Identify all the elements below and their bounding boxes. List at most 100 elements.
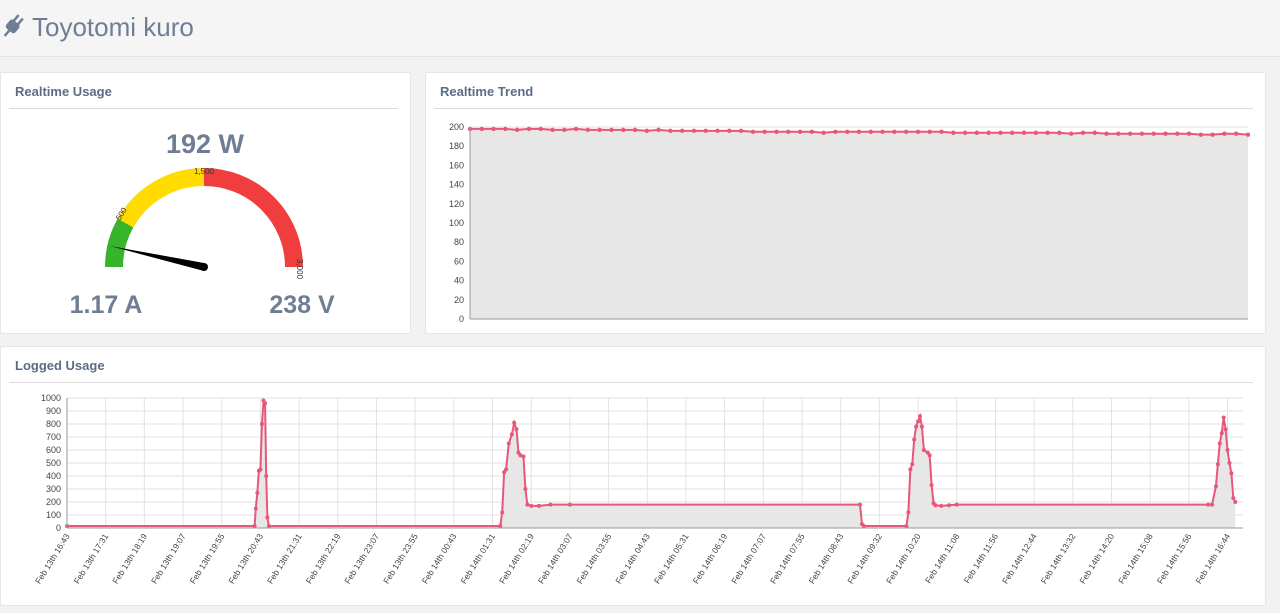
app-title: Toyotomi kuro (32, 12, 194, 42)
data-point (512, 420, 517, 425)
y-tick-label: 20 (454, 295, 464, 305)
data-point (258, 467, 263, 472)
data-point (1010, 130, 1015, 135)
data-point (526, 126, 532, 132)
x-tick-label: Feb 14th 13:32 (1039, 532, 1078, 586)
data-point (679, 128, 685, 134)
x-tick-label: Feb 13th 20:43 (226, 532, 265, 586)
x-tick-label: Feb 14th 07:07 (729, 532, 768, 586)
data-point (585, 127, 591, 133)
realtime-usage-title: Realtime Usage (15, 84, 112, 99)
y-tick-label: 100 (449, 218, 464, 228)
data-point (632, 127, 638, 133)
y-tick-label: 80 (454, 237, 464, 247)
data-point (525, 502, 530, 507)
y-tick-label: 140 (449, 180, 464, 190)
data-point (1033, 130, 1039, 135)
x-tick-label: Feb 14th 07:55 (768, 532, 807, 586)
x-tick-label: Feb 14th 12:44 (1000, 532, 1039, 586)
data-point (500, 510, 505, 515)
data-point (1057, 130, 1062, 135)
y-tick-label: 400 (46, 471, 61, 481)
data-point (1219, 431, 1224, 436)
power-gauge: 192 W 500 1,500 3,000 1.17 A 238 V (70, 129, 335, 319)
x-tick-label: Feb 13th 22:19 (304, 532, 343, 586)
data-point (506, 441, 511, 446)
data-point (933, 503, 938, 508)
data-point (1045, 130, 1050, 135)
data-point (915, 129, 921, 134)
data-point (255, 490, 260, 495)
x-tick-label: Feb 14th 06:19 (691, 532, 730, 586)
gauge-tick-1500: 1,500 (194, 167, 215, 176)
data-point (1225, 448, 1230, 452)
data-point (523, 487, 528, 491)
data-point (903, 129, 909, 134)
x-tick-label: Feb 13th 19:07 (149, 532, 188, 586)
data-point (962, 130, 968, 135)
x-tick-label: Feb 13th 16:43 (33, 532, 72, 586)
data-point (509, 432, 514, 437)
x-tick-label: Feb 14th 10:20 (884, 532, 923, 586)
y-tick-label: 1000 (41, 393, 61, 403)
y-tick-label: 100 (46, 510, 61, 520)
header-bar: Toyotomi kuro (0, 0, 1280, 57)
data-point (1221, 415, 1226, 420)
y-tick-label: 0 (459, 314, 464, 324)
data-point (1021, 130, 1027, 135)
data-point (917, 414, 922, 419)
data-point (908, 467, 913, 472)
data-point (797, 129, 803, 134)
gauge-zone-mid (117, 168, 205, 228)
data-point (266, 524, 271, 529)
data-point (912, 437, 917, 442)
y-tick-label: 200 (46, 497, 61, 507)
data-point (1210, 132, 1215, 137)
data-point (514, 427, 519, 432)
data-point (916, 419, 921, 424)
data-point (750, 129, 756, 134)
y-tick-label: 800 (46, 419, 61, 429)
x-tick-label: Feb 14th 03:55 (574, 532, 613, 586)
data-point (550, 127, 555, 133)
data-point (1227, 461, 1232, 465)
data-point (904, 524, 909, 529)
data-point (974, 130, 980, 135)
data-point (939, 129, 944, 134)
data-point (774, 129, 779, 134)
data-point (738, 128, 744, 134)
data-point (644, 128, 650, 134)
x-tick-label: Feb 14th 01:31 (458, 532, 497, 586)
data-point (762, 129, 767, 134)
x-tick-label: Feb 14th 08:43 (807, 532, 846, 586)
data-point (939, 503, 944, 508)
data-point (1229, 471, 1234, 476)
data-point (986, 130, 991, 135)
data-point (1116, 131, 1121, 136)
logged-usage-chart: 0 100 200 300 400 500 600 700 800 900 1000 Feb 13th… (33, 393, 1243, 586)
data-point (1139, 131, 1145, 136)
y-tick-label: 160 (449, 160, 464, 170)
y-tick-label: 120 (449, 199, 464, 209)
data-point (1206, 502, 1211, 507)
data-point (529, 503, 534, 508)
x-tick-label: Feb 14th 05:31 (652, 532, 691, 586)
data-point (861, 524, 866, 529)
data-point (536, 503, 541, 508)
logged-usage-title: Logged Usage (15, 358, 105, 373)
y-tick-label: 180 (449, 141, 464, 151)
data-point (1151, 131, 1156, 136)
data-point (263, 401, 268, 406)
data-point (1233, 500, 1238, 504)
data-point (609, 127, 614, 133)
gauge-zone-high (203, 168, 303, 268)
data-point (927, 129, 932, 134)
realtime-trend-chart: 0 20 40 60 80 100 120 140 160 180 200 (449, 122, 1251, 324)
data-point (503, 126, 508, 132)
data-point (253, 506, 258, 511)
data-point (265, 515, 270, 520)
data-point (504, 467, 509, 472)
x-tick-label: Feb 14th 11:56 (962, 532, 1001, 585)
y-tick-label: 900 (46, 406, 61, 416)
y-tick-label: 500 (46, 458, 61, 468)
